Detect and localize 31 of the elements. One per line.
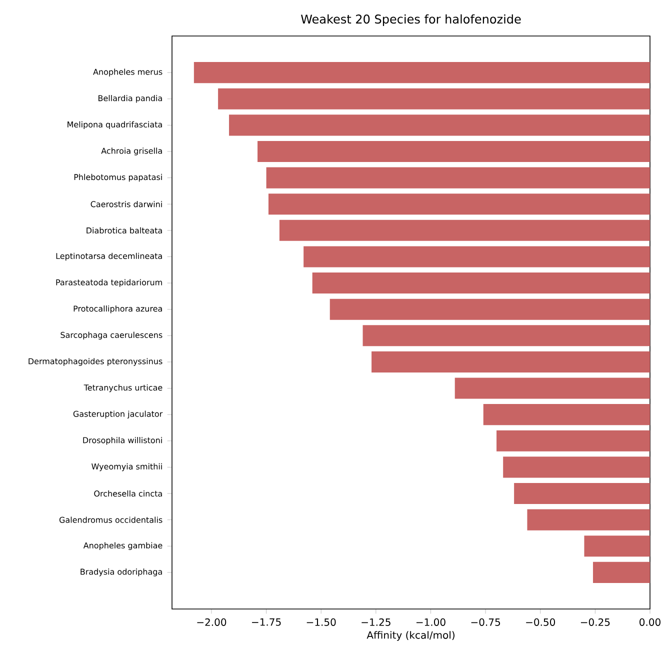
x-tick-label: −0.75 [471, 618, 500, 626]
y-tick-label: Orchesella cincta [94, 490, 162, 496]
y-tick-label: Dermatophagoides pteronyssinus [28, 358, 162, 366]
x-axis-title: Affinity (kcal/mol) [366, 631, 454, 641]
y-tick-label: Bellardia pandia [98, 94, 162, 103]
x-tick-label: −1.75 [252, 618, 281, 626]
chart-title: Weakest 20 Species for halofenozide [301, 14, 521, 26]
y-tick-label: Tetranychus urticae [84, 384, 162, 392]
y-tick-label: Parasteatoda tepidariorum [56, 279, 162, 287]
y-tick-label: Bradysia odoriphaga [80, 568, 162, 576]
y-tick-label: Diabrotica balteata [86, 227, 162, 234]
x-tick-label: −2.00 [197, 618, 226, 626]
x-tick-label: −0.50 [526, 618, 556, 626]
y-tick-label: Phlebotomus papatasi [74, 174, 162, 182]
x-tick-label: −1.25 [362, 618, 390, 626]
y-tick-label: Melipona quadrifasciata [68, 121, 162, 129]
y-tick-label: Achroia grisella [101, 148, 162, 156]
y-tick-label: Anopheles gambiae [83, 542, 162, 550]
y-tick-label: Leptinotarsa decemlineata [56, 252, 162, 261]
y-tick-label: Wyeomyia smithii [92, 463, 162, 471]
x-tick-label: −0.25 [580, 618, 610, 626]
y-tick-label: Sarcophaga caerulescens [60, 332, 162, 340]
y-tick-label: Caerostris darwini [90, 200, 162, 208]
x-tick-label: 0.00 [640, 618, 660, 626]
y-tick-label: Protocalliphora azurea [74, 305, 162, 314]
y-tick-label: Drosophila willistoni [83, 436, 162, 445]
x-tick-label: −1.00 [416, 618, 446, 626]
y-tick-label: Anopheles merus [93, 68, 162, 76]
y-tick-label: Galendromus occidentalis [59, 516, 162, 523]
y-tick-label: Gasteruption jaculator [73, 410, 163, 418]
x-tick-label: −1.50 [306, 618, 336, 626]
